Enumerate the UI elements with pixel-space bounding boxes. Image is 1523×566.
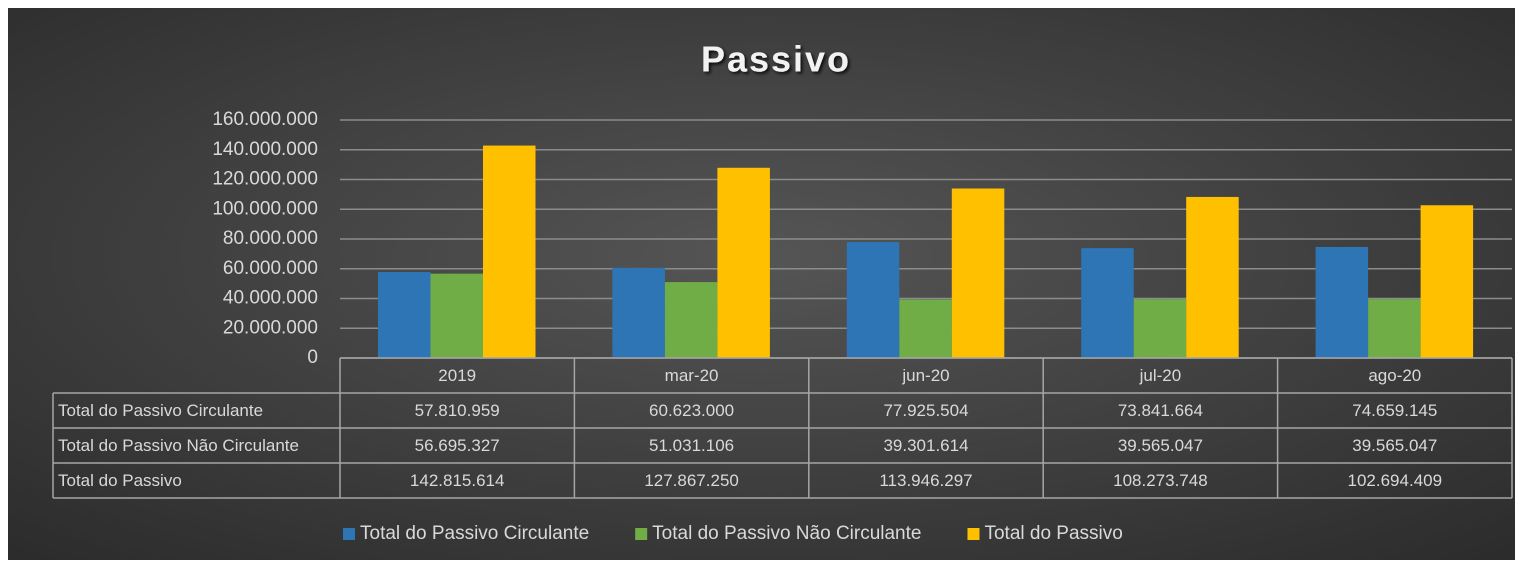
bar [1420, 205, 1474, 358]
y-tick-label: 140.000.000 [212, 139, 318, 160]
table-row-header: Total do Passivo Circulante [58, 401, 263, 420]
x-tick-label: 2019 [438, 366, 476, 385]
y-tick-label: 120.000.000 [212, 169, 318, 190]
bar [899, 299, 952, 358]
table-cell: 73.841.664 [1118, 401, 1203, 420]
table-row-header: Total do Passivo [58, 471, 182, 490]
bar [612, 267, 665, 358]
bar [664, 282, 718, 358]
table-cell: 39.301.614 [883, 436, 968, 455]
x-tick-label: ago-20 [1368, 366, 1421, 385]
table-cell: 39.565.047 [1118, 436, 1203, 455]
table-cell: 77.925.504 [883, 401, 968, 420]
bar [1368, 299, 1421, 358]
bar [430, 273, 483, 358]
y-tick-label: 40.000.000 [223, 288, 318, 309]
table-cell: 127.867.250 [644, 471, 739, 490]
bar [951, 188, 1005, 358]
y-tick-label: 0 [307, 347, 318, 368]
bar [1081, 248, 1134, 358]
bar [1133, 299, 1187, 358]
table-cell: 39.565.047 [1352, 436, 1437, 455]
legend-swatch [343, 528, 355, 540]
table-cell: 74.659.145 [1352, 401, 1437, 420]
legend-swatch [967, 528, 980, 540]
table-cell: 56.695.327 [415, 436, 500, 455]
bar [1186, 196, 1239, 358]
legend-label: Total do Passivo Circulante [360, 523, 589, 544]
table-cell: 60.623.000 [649, 401, 734, 420]
bar [1315, 246, 1369, 358]
y-tick-label: 160.000.000 [212, 109, 318, 130]
bar [846, 242, 900, 358]
bar [717, 167, 770, 358]
table-cell: 108.273.748 [1113, 471, 1208, 490]
y-tick-label: 60.000.000 [223, 258, 318, 279]
table-cell: 57.810.959 [415, 401, 500, 420]
x-tick-label: jul-20 [1139, 366, 1182, 385]
table-row-header: Total do Passivo Não Circulante [58, 436, 299, 455]
table-cell: 51.031.106 [649, 436, 734, 455]
legend-label: Total do Passivo [984, 523, 1122, 544]
bar [378, 272, 431, 358]
table-cell: 102.694.409 [1348, 471, 1443, 490]
legend-label: Total do Passivo Não Circulante [652, 523, 921, 544]
table-cell: 113.946.297 [879, 471, 972, 490]
x-tick-label: mar-20 [665, 366, 719, 385]
y-tick-label: 20.000.000 [223, 317, 318, 338]
y-tick-label: 100.000.000 [212, 198, 318, 219]
chart-title: Passivo [701, 39, 851, 80]
bar [483, 145, 536, 358]
table-cell: 142.815.614 [410, 471, 505, 490]
legend-swatch [635, 528, 648, 540]
x-tick-label: jun-20 [901, 366, 949, 385]
y-tick-label: 80.000.000 [223, 228, 318, 249]
